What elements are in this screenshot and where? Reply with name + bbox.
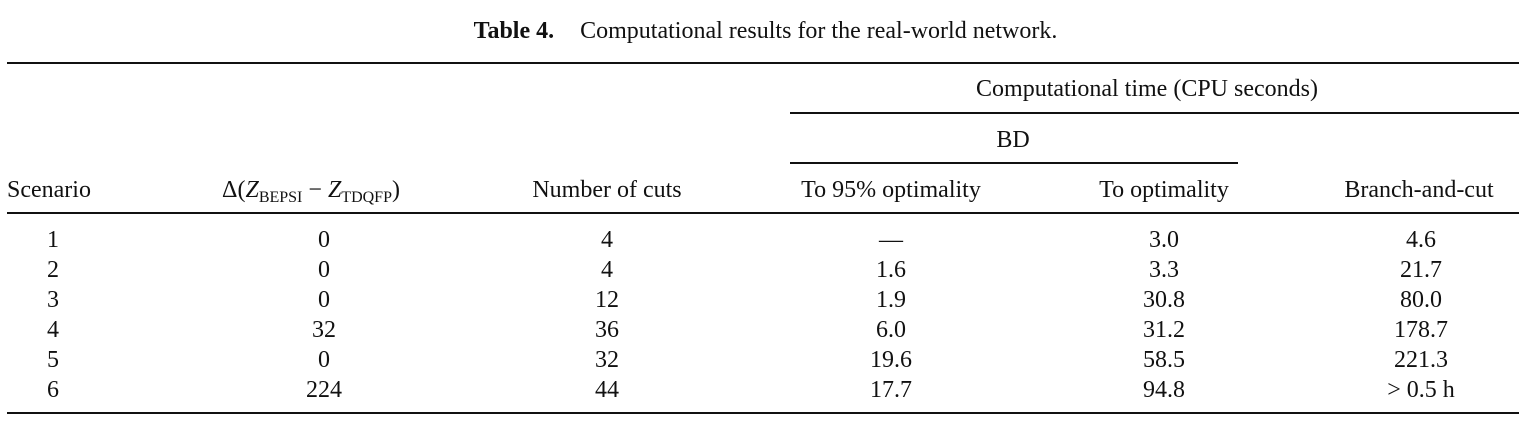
cell-cuts: 36: [595, 317, 619, 343]
header-rule: [7, 212, 1519, 214]
cell-delta: 0: [318, 287, 330, 313]
cell-delta: 32: [312, 317, 336, 343]
cell-delta: 224: [306, 377, 342, 403]
table-caption: Table 4. Computational results for the re…: [0, 16, 1531, 46]
cell-to-optimality: 58.5: [1143, 347, 1185, 373]
header-scenario: Scenario: [7, 177, 91, 203]
cell-to-95: 17.7: [870, 377, 912, 403]
cell-branch-and-cut: 4.6: [1406, 227, 1436, 253]
cell-to-95: 6.0: [876, 317, 906, 343]
cell-branch-and-cut: 178.7: [1394, 317, 1448, 343]
header-branch-and-cut: Branch-and-cut: [1344, 177, 1494, 203]
table-caption-text: Computational results for the real-world…: [580, 18, 1058, 44]
cell-cuts: 32: [595, 347, 619, 373]
cell-branch-and-cut: 221.3: [1394, 347, 1448, 373]
cell-cuts: 12: [595, 287, 619, 313]
header-computational-time: Computational time (CPU seconds): [976, 76, 1318, 102]
bottom-rule: [7, 412, 1519, 414]
cell-branch-and-cut: 80.0: [1400, 287, 1442, 313]
header-to-95-optimality: To 95% optimality: [801, 177, 981, 203]
cell-cuts: 4: [601, 257, 613, 283]
cell-scenario: 6: [47, 377, 59, 403]
header-number-of-cuts: Number of cuts: [532, 177, 682, 203]
delta-sub1: BEPSI: [258, 189, 303, 206]
cell-to-95: —: [879, 227, 903, 253]
cell-cuts: 4: [601, 227, 613, 253]
cell-to-optimality: 30.8: [1143, 287, 1185, 313]
header-bd: BD: [996, 127, 1030, 153]
cell-delta: 0: [318, 347, 330, 373]
delta-sub2: TDQFP: [341, 189, 392, 206]
cell-to-optimality: 3.3: [1149, 257, 1179, 283]
header-delta: Δ(ZBEPSI − ZTDQFP): [222, 176, 400, 207]
cell-to-optimality: 31.2: [1143, 317, 1185, 343]
header-to-optimality: To optimality: [1099, 177, 1229, 203]
cell-branch-and-cut: 21.7: [1400, 257, 1442, 283]
cell-branch-and-cut: > 0.5 h: [1387, 377, 1455, 403]
cell-scenario: 1: [47, 227, 59, 253]
table-caption-label: Table 4.: [473, 18, 555, 44]
cell-scenario: 2: [47, 257, 59, 283]
cell-delta: 0: [318, 227, 330, 253]
cell-delta: 0: [318, 257, 330, 283]
cell-to-95: 1.9: [876, 287, 906, 313]
cell-to-optimality: 3.0: [1149, 227, 1179, 253]
cell-scenario: 3: [47, 287, 59, 313]
delta-z1: Z: [245, 177, 259, 203]
bd-rule: [790, 162, 1238, 164]
delta-suffix: ): [391, 177, 400, 203]
cell-to-95: 1.6: [876, 257, 906, 283]
cell-cuts: 44: [595, 377, 619, 403]
delta-prefix: Δ(: [222, 177, 246, 203]
computational-time-rule: [790, 112, 1519, 114]
delta-minus: −: [302, 177, 328, 203]
cell-to-95: 19.6: [870, 347, 912, 373]
cell-to-optimality: 94.8: [1143, 377, 1185, 403]
top-rule: [7, 62, 1519, 64]
cell-scenario: 4: [47, 317, 59, 343]
cell-scenario: 5: [47, 347, 59, 373]
delta-z2: Z: [327, 177, 342, 203]
